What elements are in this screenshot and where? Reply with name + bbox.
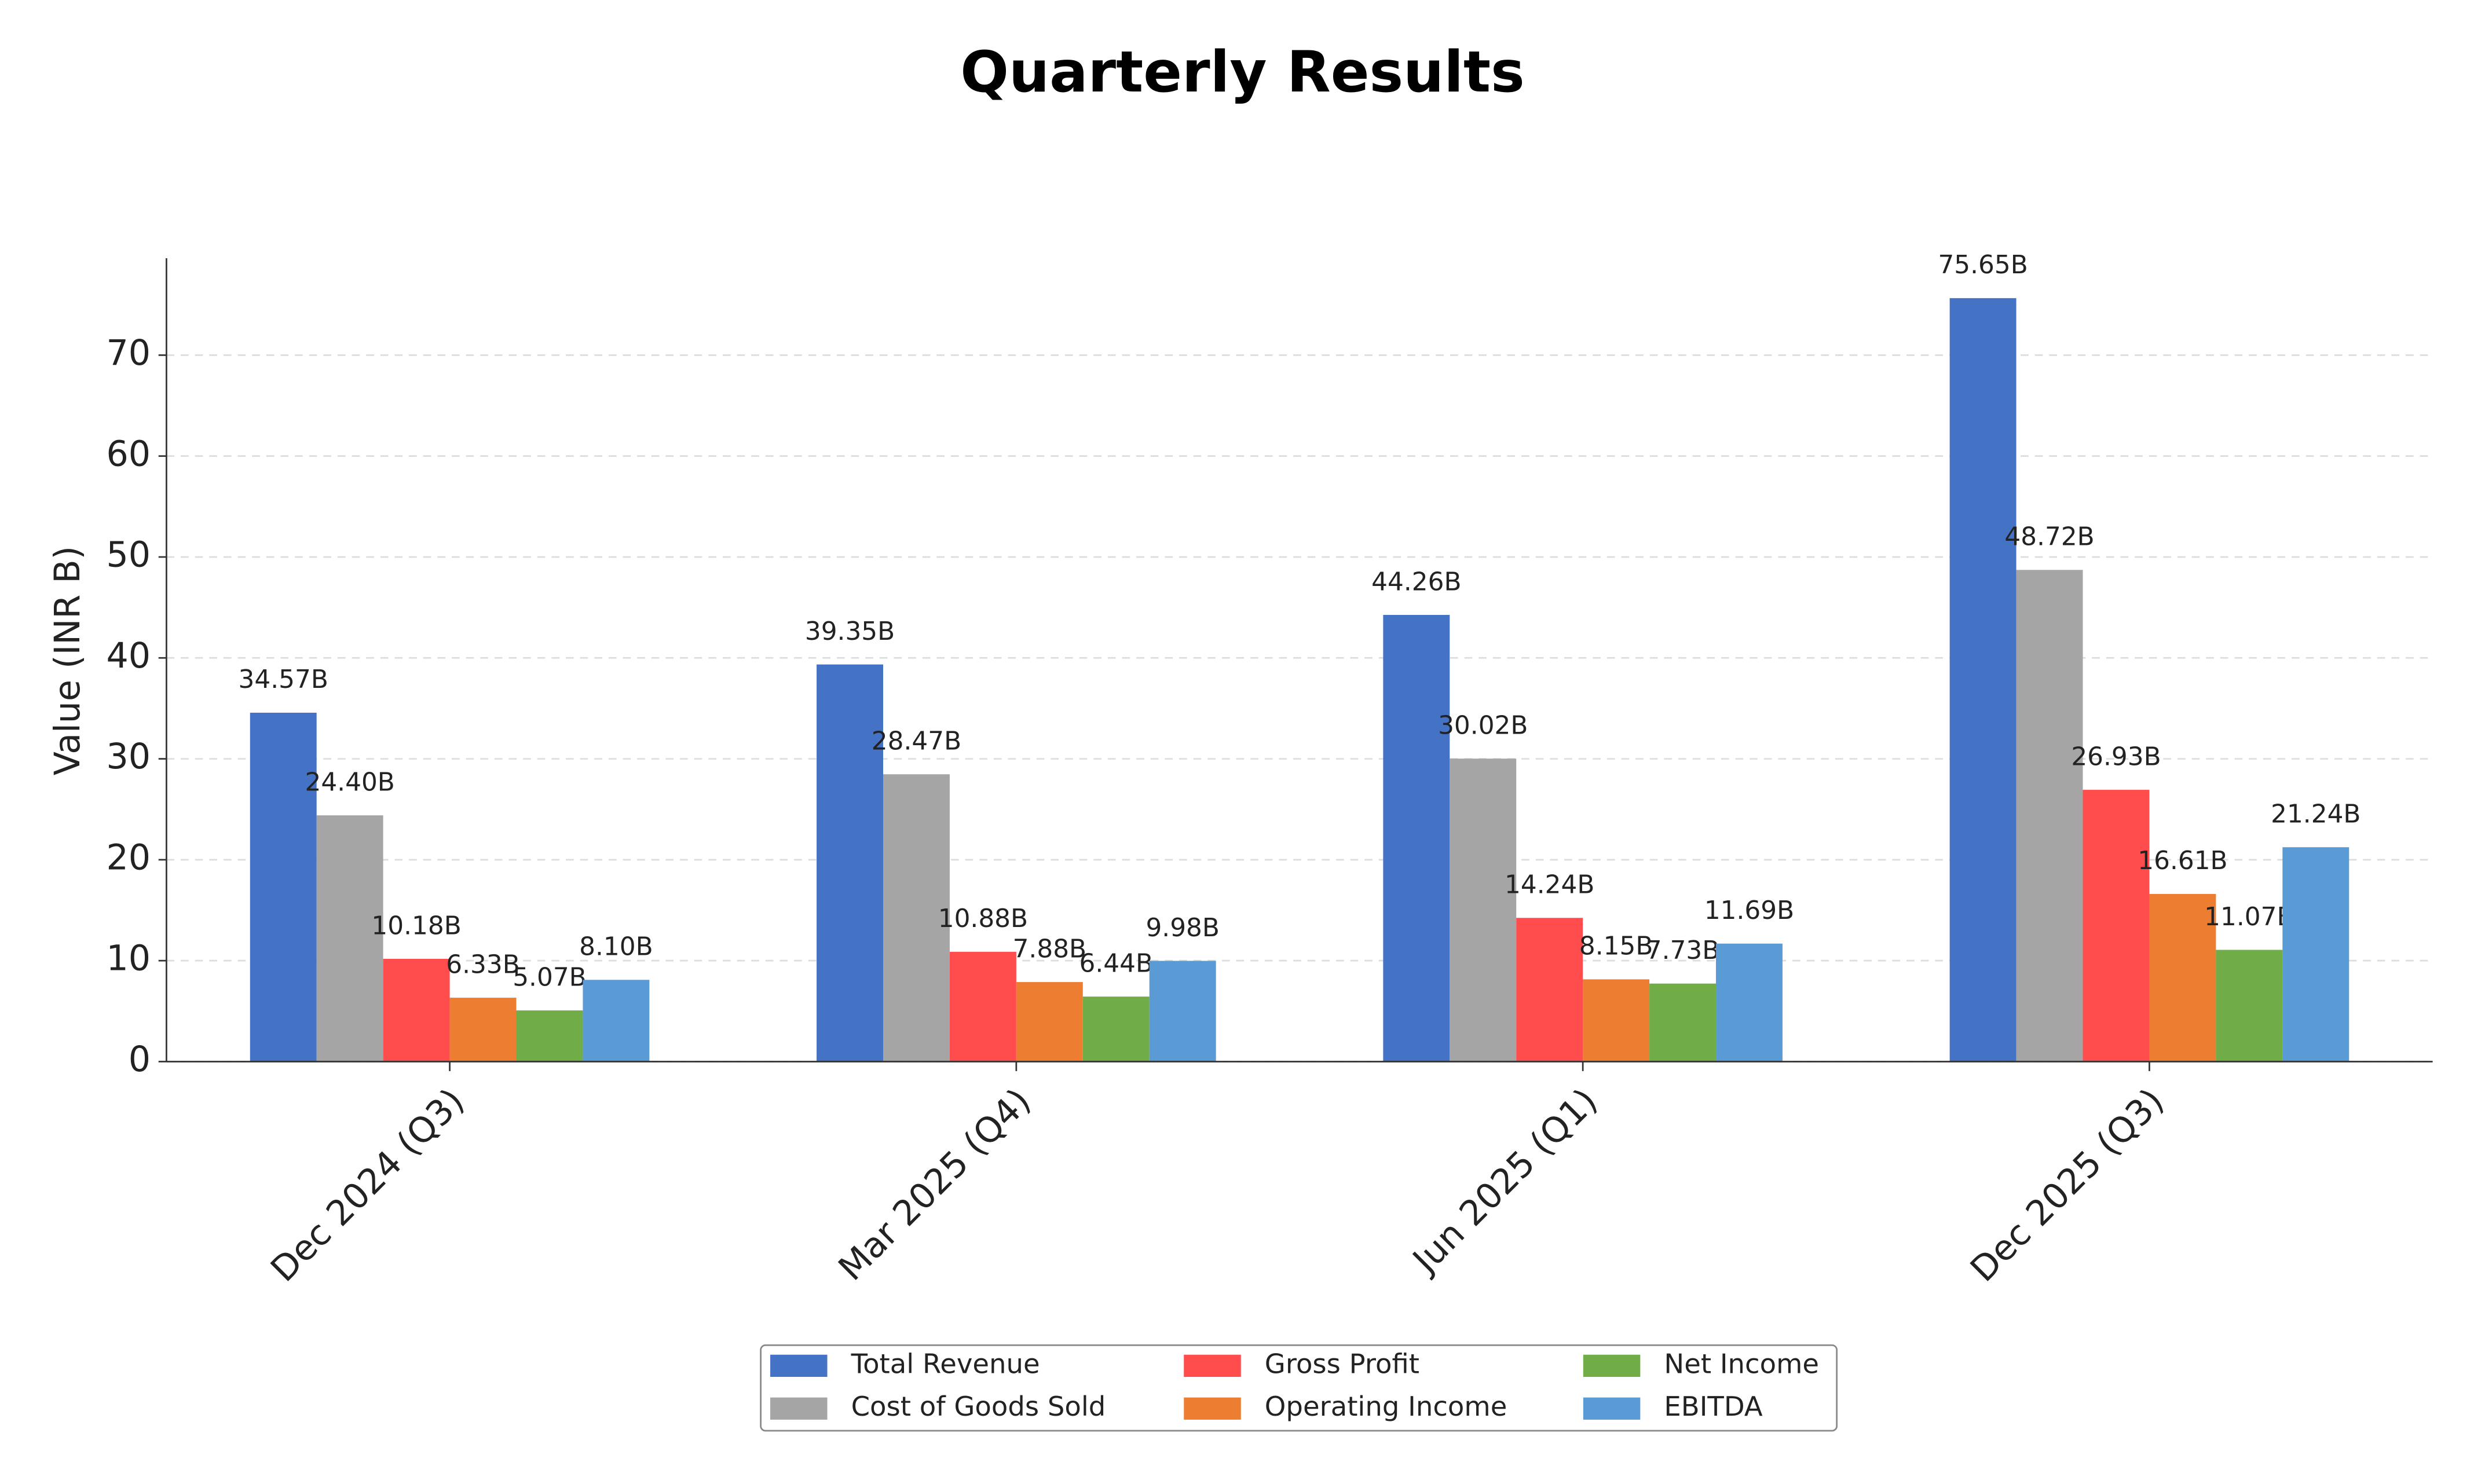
bar — [516, 1010, 583, 1062]
bar — [2016, 570, 2083, 1062]
value-label: 8.10B — [579, 932, 653, 962]
bar — [250, 712, 317, 1062]
value-label: 10.88B — [938, 904, 1028, 933]
value-label: 11.07B — [2204, 902, 2294, 932]
legend-label: Operating Income — [1265, 1391, 1507, 1422]
bar — [1016, 982, 1083, 1062]
legend-swatch — [1583, 1397, 1641, 1420]
bar — [817, 664, 883, 1062]
value-label: 21.24B — [2271, 800, 2360, 829]
value-label: 6.33B — [446, 950, 519, 979]
y-tick-label: 60 — [106, 434, 151, 474]
value-label: 9.98B — [1145, 913, 1219, 943]
bar — [883, 774, 950, 1062]
value-label: 48.72B — [2004, 522, 2094, 552]
value-label: 8.15B — [1579, 932, 1653, 961]
y-tick-label: 40 — [106, 636, 151, 676]
bar — [2216, 950, 2283, 1062]
legend-label: Gross Profit — [1265, 1348, 1419, 1379]
bar — [1149, 961, 1216, 1062]
legend-swatch — [770, 1354, 828, 1377]
value-label: 14.24B — [1505, 870, 1594, 900]
value-label: 11.69B — [1704, 896, 1794, 925]
value-label: 75.65B — [1938, 250, 2027, 280]
bar — [1516, 918, 1583, 1062]
bar — [949, 951, 1016, 1062]
bar — [1649, 983, 1717, 1062]
bar — [2083, 790, 2150, 1062]
value-label: 7.88B — [1013, 934, 1086, 963]
value-label: 24.40B — [305, 767, 395, 797]
value-label: 34.57B — [239, 665, 328, 694]
value-label: 30.02B — [1438, 710, 1528, 740]
bar — [383, 959, 450, 1062]
legend-frame — [760, 1344, 1838, 1432]
bar — [1583, 979, 1650, 1062]
y-tick-label: 30 — [106, 736, 151, 777]
legend-swatch — [770, 1397, 828, 1420]
value-label: 39.35B — [805, 617, 895, 646]
legend-label: Cost of Goods Sold — [851, 1391, 1106, 1422]
bar — [449, 998, 517, 1062]
value-label: 10.18B — [371, 911, 461, 940]
value-label: 6.44B — [1079, 948, 1153, 978]
value-label: 44.26B — [1371, 567, 1461, 596]
bar — [1383, 615, 1450, 1062]
bar — [1716, 943, 1783, 1062]
y-axis-label: Value (INR B) — [47, 546, 88, 775]
bar — [1450, 759, 1517, 1062]
bar — [583, 980, 650, 1062]
y-tick-label: 0 — [129, 1039, 151, 1080]
y-tick-label: 10 — [106, 939, 151, 979]
value-label: 16.61B — [2138, 846, 2227, 875]
value-label: 5.07B — [513, 962, 586, 992]
legend-label: Net Income — [1664, 1348, 1819, 1379]
bar — [1949, 298, 2016, 1062]
legend-swatch — [1583, 1354, 1641, 1377]
bar — [2282, 847, 2349, 1062]
chart-title: Quarterly Results — [960, 39, 1525, 105]
value-label: 26.93B — [2071, 742, 2161, 771]
value-label: 7.73B — [1646, 936, 1719, 965]
bar — [316, 815, 383, 1062]
legend-label: Total Revenue — [851, 1348, 1040, 1379]
bar — [2149, 893, 2216, 1062]
bar — [1082, 996, 1150, 1062]
legend-swatch — [1184, 1354, 1241, 1377]
y-tick-label: 20 — [106, 837, 151, 878]
legend-swatch — [1184, 1397, 1241, 1420]
y-tick-label: 70 — [106, 333, 151, 373]
value-label: 28.47B — [872, 726, 961, 756]
legend-label: EBITDA — [1664, 1391, 1762, 1422]
y-tick-label: 50 — [106, 535, 151, 576]
legend: Total Revenue Cost of Goods Sold Gross Pro… — [760, 1344, 1838, 1432]
